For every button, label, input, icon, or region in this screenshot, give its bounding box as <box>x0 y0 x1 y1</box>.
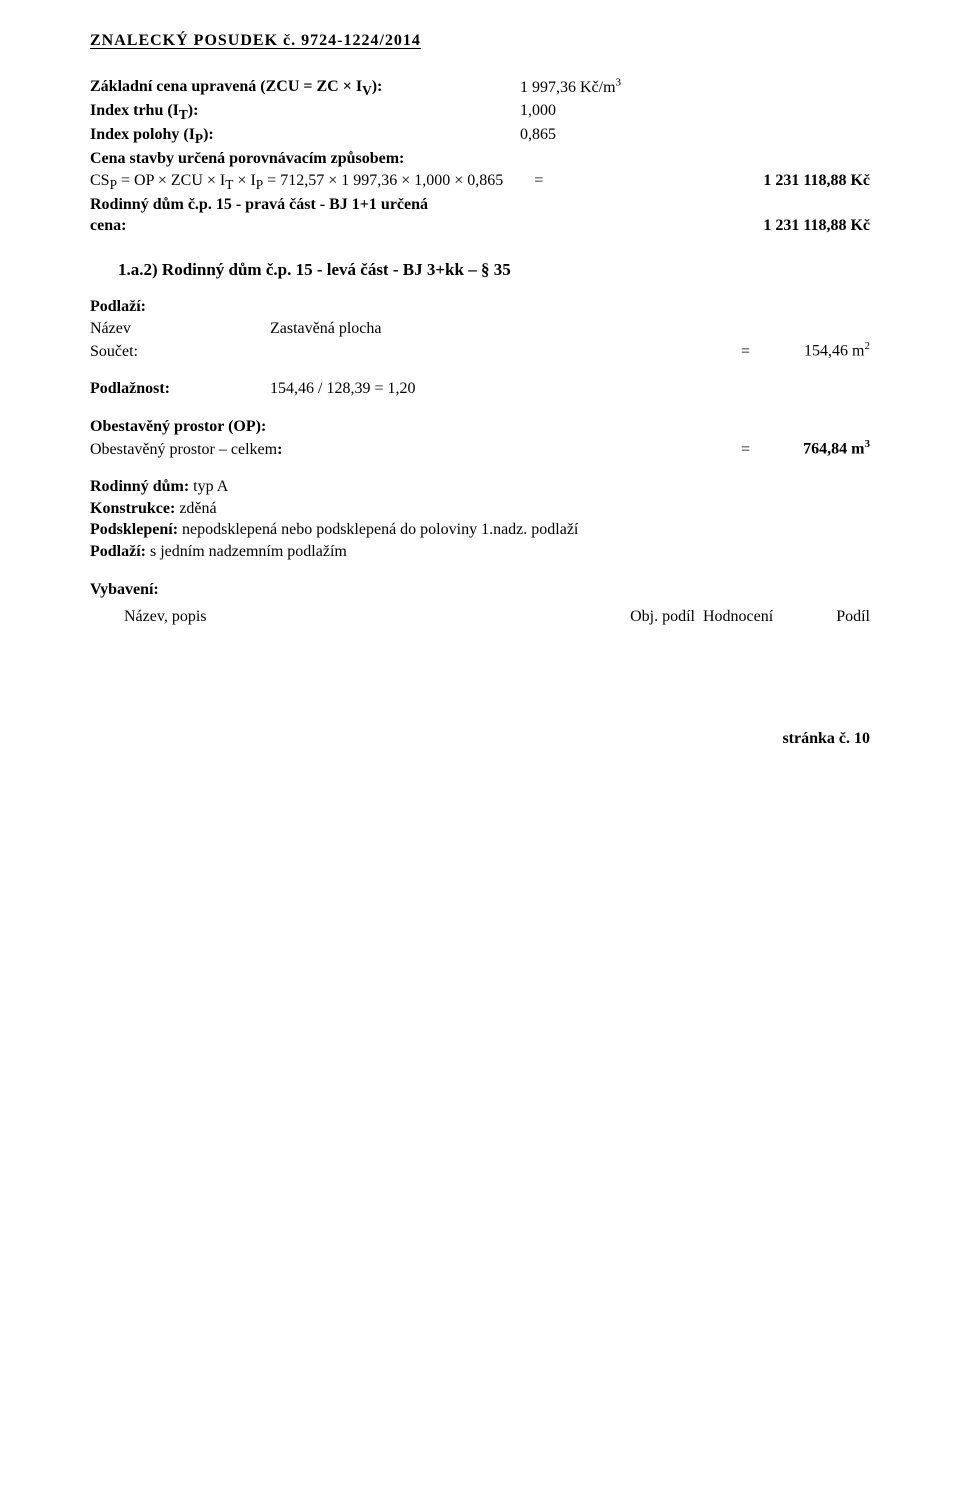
it-value: 1,000 <box>520 102 556 119</box>
page-footer: stránka č. 10 <box>90 728 870 750</box>
podlazi-head: Název Zastavěná plocha <box>90 318 870 340</box>
vybaveni-label: Vybavení: <box>90 579 870 601</box>
zcu-label: Základní cena upravená (ZCU = ZC × IV): <box>90 78 382 95</box>
op-total-row: Obestavěný prostor – celkem: = 764,84 m3 <box>90 437 870 460</box>
rd-typ: Rodinný dům: typ A <box>90 476 870 498</box>
cs-eq-sign: = <box>503 170 543 194</box>
podlazi2: Podlaží: s jedním nadzemním podlažím <box>90 541 870 563</box>
podlazi-head-name: Název <box>90 318 270 340</box>
op-label: Obestavěný prostor (OP): <box>90 416 870 438</box>
rod-line: Rodinný dům č.p. 15 - pravá část - BJ 1+… <box>90 196 428 213</box>
vyb-header: Název, popis Obj. podíl Hodnocení Podíl <box>90 606 870 628</box>
podlazi-head-val: Zastavěná plocha <box>270 318 710 340</box>
podlaznost-label: Podlažnost: <box>90 378 270 400</box>
ip-value: 0,865 <box>520 126 556 143</box>
podsklep: Podsklepení: nepodsklepená nebo podsklep… <box>90 519 870 541</box>
zcu-value: 1 997,36 Kč/m3 <box>520 79 621 96</box>
podlazi-label: Podlaží: <box>90 296 870 318</box>
doc-header: ZNALECKÝ POSUDEK č. 9724-1224/2014 <box>90 30 870 52</box>
vyb-head-hod: Hodnocení <box>695 606 815 628</box>
cena-stavba-label: Cena stavby určená porovnávacím způsobem… <box>90 148 870 170</box>
vyb-head-pct: Obj. podíl <box>605 606 695 628</box>
soucet-row: Součet: = 154,46 m2 <box>90 339 870 362</box>
cs-formula: CSP = OP × ZCU × IT × IP = 712,57 × 1 99… <box>90 170 503 194</box>
section-title: 1.a.2) Rodinný dům č.p. 15 - levá část -… <box>90 259 870 282</box>
it-label: Index trhu (IT): <box>90 102 198 119</box>
zcu-block: Základní cena upravená (ZCU = ZC × IV): … <box>90 76 870 237</box>
vyb-head-podil: Podíl <box>815 606 870 628</box>
vyb-head-name: Název, popis <box>90 606 605 628</box>
ip-label: Index polohy (IP): <box>90 126 214 143</box>
cena-label: cena: <box>90 215 126 237</box>
cena-value: 1 231 118,88 Kč <box>763 215 870 237</box>
konstrukce: Konstrukce: zděná <box>90 498 870 520</box>
cs-value: 1 231 118,88 Kč <box>710 170 870 194</box>
podlaznost-value: 154,46 / 128,39 = 1,20 <box>270 378 415 400</box>
